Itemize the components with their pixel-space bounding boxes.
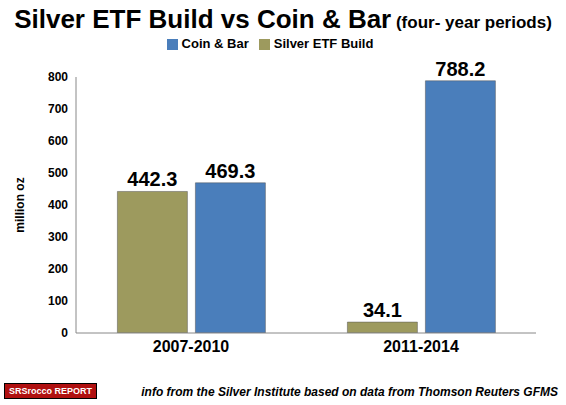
html-text:SRSrocco REPORT: SRSrocco REPORT <box>9 386 92 396</box>
svg-text:34.1: 34.1 <box>363 299 402 321</box>
svg-text:400: 400 <box>48 198 68 212</box>
svg-text:700: 700 <box>48 102 68 116</box>
svg-text:600: 600 <box>48 134 68 148</box>
svg-text:500: 500 <box>48 166 68 180</box>
html-text:Silver ETF Build vs Coin & Bar: Silver ETF Build vs Coin & Bar(four- yea… <box>14 4 552 34</box>
html-text:Coin & Bar: Coin & Bar <box>181 36 249 51</box>
svg-text:million oz: million oz <box>13 177 27 232</box>
svg-text:0: 0 <box>61 326 68 340</box>
svg-text:300: 300 <box>48 230 68 244</box>
html-text:info from the Silver Institute: info from the Silver Institute based on … <box>141 385 558 399</box>
svg-text:800: 800 <box>48 70 68 84</box>
svg-text:200: 200 <box>48 262 68 276</box>
svg-text:788.2: 788.2 <box>435 58 485 80</box>
svg-text:2007-2010: 2007-2010 <box>153 338 230 355</box>
svg-text:469.3: 469.3 <box>205 160 255 182</box>
svg-text:442.3: 442.3 <box>127 168 177 190</box>
svg-text:100: 100 <box>48 294 68 308</box>
html-text:Silver ETF Build: Silver ETF Build <box>273 36 374 51</box>
svg-text:2011-2014: 2011-2014 <box>383 338 459 355</box>
